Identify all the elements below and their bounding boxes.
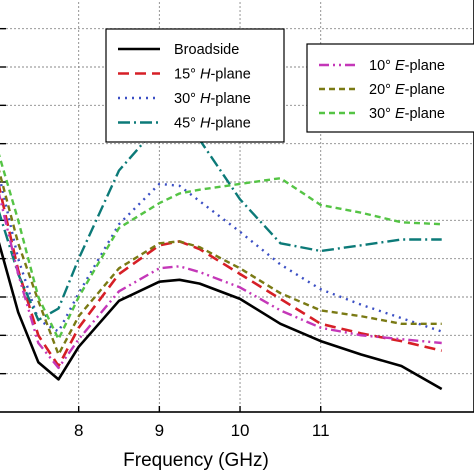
legend-label-suffix: -plane bbox=[210, 67, 250, 83]
legend-label-suffix: -plane bbox=[405, 82, 445, 98]
series-line-3 bbox=[0, 123, 442, 322]
series-line-2 bbox=[0, 173, 443, 333]
legend-label-prefix: 30° bbox=[369, 106, 395, 122]
legend-label-suffix: -plane bbox=[405, 58, 445, 74]
legend-label-plane-letter: H bbox=[200, 116, 211, 132]
legend-label: 10° E-plane bbox=[369, 58, 445, 74]
legend-label: 20° E-plane bbox=[369, 82, 445, 98]
series-line-5 bbox=[0, 169, 442, 356]
legend-label-prefix: 20° bbox=[369, 82, 395, 98]
legend-label-plane-letter: H bbox=[200, 91, 211, 107]
legend-label-suffix: -plane bbox=[210, 91, 250, 107]
legend-label-prefix: 15° bbox=[174, 67, 200, 83]
legend-label-plane-letter: E bbox=[395, 106, 405, 122]
axis-ticks bbox=[0, 27, 322, 412]
legend-label-prefix: 10° bbox=[369, 58, 395, 74]
legend-label: 30° H-plane bbox=[174, 91, 251, 107]
legend-label-prefix: 45° bbox=[174, 116, 200, 132]
series-line-6 bbox=[0, 153, 442, 341]
legend-label-suffix: -plane bbox=[405, 106, 445, 122]
legend-label: 45° H-plane bbox=[174, 116, 251, 132]
legend-label-plane-letter: E bbox=[395, 82, 405, 98]
legend-label: 15° H-plane bbox=[174, 67, 251, 83]
legend-label-plane-letter: H bbox=[200, 67, 211, 83]
x-tick-label: 10 bbox=[231, 421, 250, 440]
legend-label-prefix: 30° bbox=[174, 91, 200, 107]
x-tick-label: 8 bbox=[74, 421, 83, 440]
legend-label-prefix: Broadside bbox=[174, 42, 239, 58]
x-tick-label: 11 bbox=[312, 421, 330, 440]
series-line-0 bbox=[0, 241, 443, 391]
series-layer bbox=[0, 123, 443, 391]
x-tick-label: 9 bbox=[155, 421, 164, 440]
legend-label-suffix: -plane bbox=[210, 116, 250, 132]
legend-label: Broadside bbox=[174, 42, 239, 58]
plot-area-frame bbox=[0, 0, 474, 413]
legend-label: 30° E-plane bbox=[369, 106, 445, 122]
x-tick-labels: 8 9 10 11 bbox=[74, 421, 330, 440]
x-axis-title: Frequency (GHz) bbox=[123, 450, 269, 471]
legend-label-plane-letter: E bbox=[395, 58, 405, 74]
